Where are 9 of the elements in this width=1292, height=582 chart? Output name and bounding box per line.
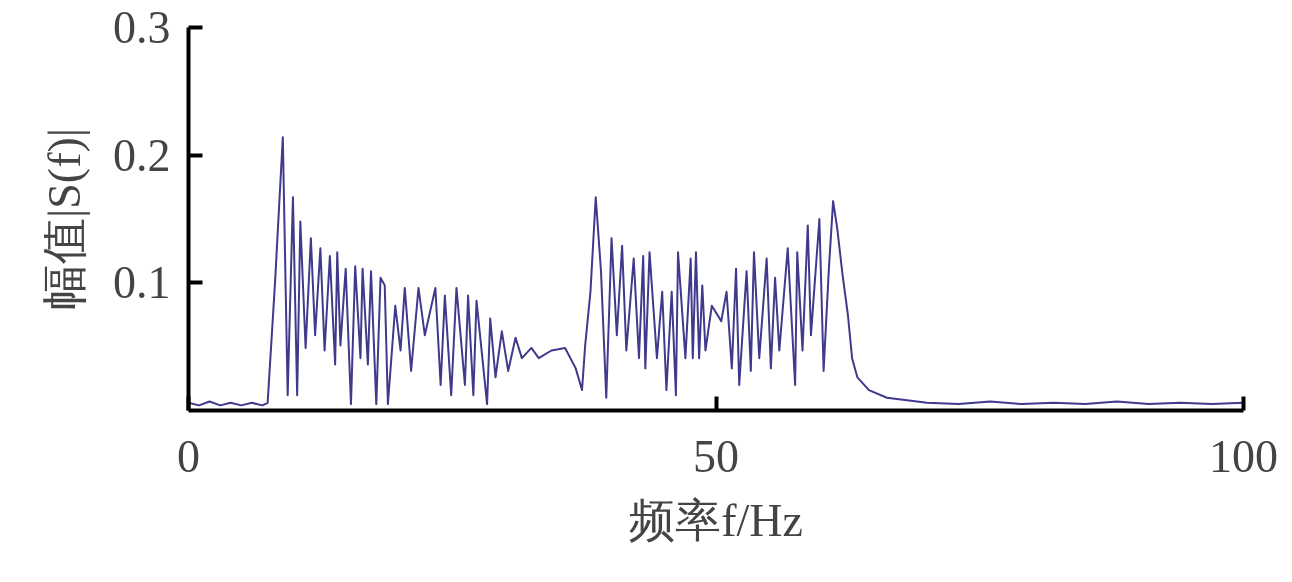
y-tick-label: 0.3: [113, 2, 171, 53]
y-tick-label: 0.2: [113, 129, 171, 181]
x-tick-label: 50: [693, 430, 739, 482]
x-axis-title: 频率f/Hz: [629, 494, 803, 546]
line-series: [188, 136, 1244, 407]
x-tick-label: 100: [1209, 430, 1278, 482]
x-tick-label: 0: [177, 430, 200, 482]
y-tick-label: 0.1: [113, 257, 171, 309]
y-axis-title: 幅值|S(f)|: [39, 128, 90, 310]
